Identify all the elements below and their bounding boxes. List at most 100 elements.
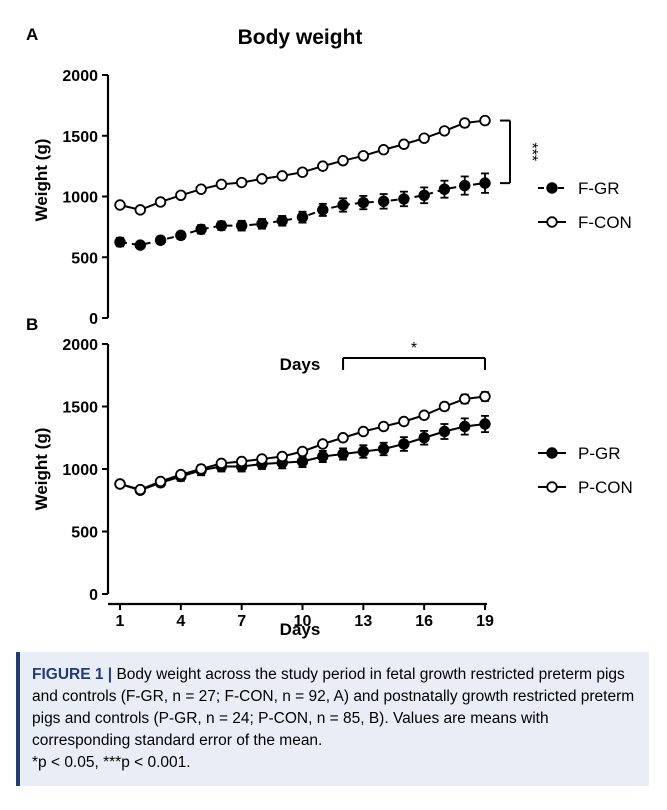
panel-b-series-line — [119, 395, 486, 491]
panel-a-data-point — [357, 196, 370, 209]
panel-b-data-point — [459, 420, 471, 433]
panel-a-series-f-gr — [114, 172, 491, 251]
panel-b-y-tick-label: 0 — [89, 587, 98, 604]
panel-b-data-point — [438, 400, 451, 413]
panel-a-data-point — [438, 183, 451, 195]
panel-a-legend-label: F-CON — [578, 213, 632, 232]
panel-b-x-tick-label: 7 — [237, 613, 246, 630]
panel-a-data-point — [438, 125, 451, 137]
panel-a-data-point — [235, 176, 248, 189]
panel-a-data-point — [235, 219, 248, 232]
panel-b-y-tick-label: 2000 — [62, 337, 98, 354]
panel-b-data-point — [418, 409, 430, 421]
panel-a-data-point — [114, 199, 126, 211]
panel-a-data-point — [398, 138, 410, 150]
figure-caption: FIGURE 1 | Body weight across the study … — [16, 652, 649, 786]
panel-b-data-point — [256, 453, 268, 465]
panel-b-series-p-con — [114, 390, 491, 496]
panel-a-legend-marker — [546, 216, 558, 228]
panel-b-data-point — [276, 450, 288, 463]
panel-b-legend-label: P-GR — [578, 444, 621, 463]
panel-b-data-point — [134, 483, 146, 496]
panel-b-data-point — [337, 448, 349, 460]
panel-b-data-point — [398, 415, 410, 428]
panel-a-data-point — [154, 234, 167, 246]
panel-a-data-point — [337, 199, 349, 211]
panel-b-x-tick-label: 16 — [415, 613, 433, 630]
panel-a-significance-label: *** — [523, 143, 540, 162]
panel-b-data-point — [377, 420, 390, 433]
panel-a-data-point — [215, 219, 228, 232]
panel-b-x-tick-label: 19 — [476, 613, 494, 630]
panel-a-data-point — [377, 195, 390, 208]
panel-a-legend-marker — [546, 182, 558, 194]
panel-b-data-point — [296, 455, 309, 468]
panel-a-data-point — [175, 189, 187, 201]
panel-b-x-tick-label: 13 — [354, 613, 372, 630]
panel-a-data-point — [398, 193, 410, 205]
panel-b-data-point — [215, 457, 228, 470]
panel-a-data-point — [195, 223, 207, 236]
panel-b-data-point — [479, 418, 491, 430]
panel-a-y-tick-label: 0 — [89, 311, 98, 328]
panel-b-x-tick-label: 10 — [294, 613, 312, 630]
panel-a-data-point — [418, 132, 430, 144]
panel-a-data-point — [377, 144, 390, 156]
panel-a-data-point — [337, 154, 349, 167]
panel-b-data-point — [114, 478, 126, 490]
panel-b-data-point — [357, 425, 370, 438]
panel-b-data-point — [418, 432, 430, 444]
panel-b-data-point — [479, 390, 491, 403]
panel-b-data-point — [459, 393, 471, 405]
panel-a-data-point — [134, 239, 146, 251]
panel-a-y-tick-label: 500 — [71, 250, 98, 267]
panel-b-data-point — [377, 443, 390, 455]
panel-a-data-point — [276, 170, 288, 182]
panel-a-data-point — [418, 189, 430, 201]
panel-a-y-tick-label: 1500 — [62, 129, 98, 146]
panel-a-data-point — [459, 179, 471, 192]
panel-b-x-tick-label: 4 — [176, 613, 185, 630]
panel-b-letter: B — [26, 315, 38, 334]
panel-a-data-point — [296, 211, 309, 223]
panel-b-data-point — [317, 438, 329, 450]
panel-b-legend-marker — [546, 481, 558, 493]
panel-a-data-point — [357, 150, 370, 162]
panel-a-data-point — [459, 117, 471, 129]
panel-a-data-point — [256, 173, 268, 185]
panel-a-data-point — [479, 177, 491, 189]
panel-a-data-point — [195, 183, 207, 195]
panel-a-data-point — [256, 218, 268, 230]
panel-b-data-point — [154, 475, 167, 488]
panel-b-data-point — [357, 445, 370, 458]
panel-a-series-f-con — [114, 114, 491, 216]
panel-a-y-axis-label: Weight (g) — [32, 139, 51, 222]
panel-a-data-point — [175, 229, 187, 242]
panel-b-significance-label: * — [411, 340, 417, 357]
panel-b-y-tick-label: 500 — [71, 525, 98, 542]
panel-b-x-axis-label: Days — [280, 620, 321, 639]
panel-b-y-axis-label: Weight (g) — [32, 428, 51, 511]
panel-b-days-annotation: Days — [280, 355, 321, 374]
panel-a-letter: A — [26, 25, 38, 44]
panel-b-legend-marker — [546, 447, 558, 459]
panel-a-data-point — [134, 204, 146, 216]
panel-b-data-point — [175, 468, 187, 481]
panel-b-y-tick-label: 1000 — [62, 462, 98, 479]
panel-a-data-point — [479, 114, 491, 127]
caption-figure-label: FIGURE 1 | — [32, 666, 113, 683]
panel-b-data-point — [398, 438, 410, 450]
panel-b-data-point — [438, 425, 451, 438]
panel-b-y-tick-label: 1500 — [62, 400, 98, 417]
panel-a-data-point — [114, 236, 126, 248]
panel-a-data-point — [276, 215, 288, 227]
panel-b-legend-label: P-CON — [578, 478, 633, 497]
panel-a-data-point — [154, 196, 167, 208]
panel-b-data-point — [195, 463, 207, 475]
panel-a-y-tick-label: 1000 — [62, 190, 98, 207]
panel-a-legend-label: F-GR — [578, 179, 620, 198]
panel-a-data-point — [215, 178, 228, 191]
chart-marks: 0 500 1000 1500 2000 F-GR F-CON *** 0 500 1000 1500… — [62, 68, 632, 630]
caption-text: Body weight across the study period in f… — [32, 666, 635, 749]
panel-b-data-point — [337, 432, 349, 444]
